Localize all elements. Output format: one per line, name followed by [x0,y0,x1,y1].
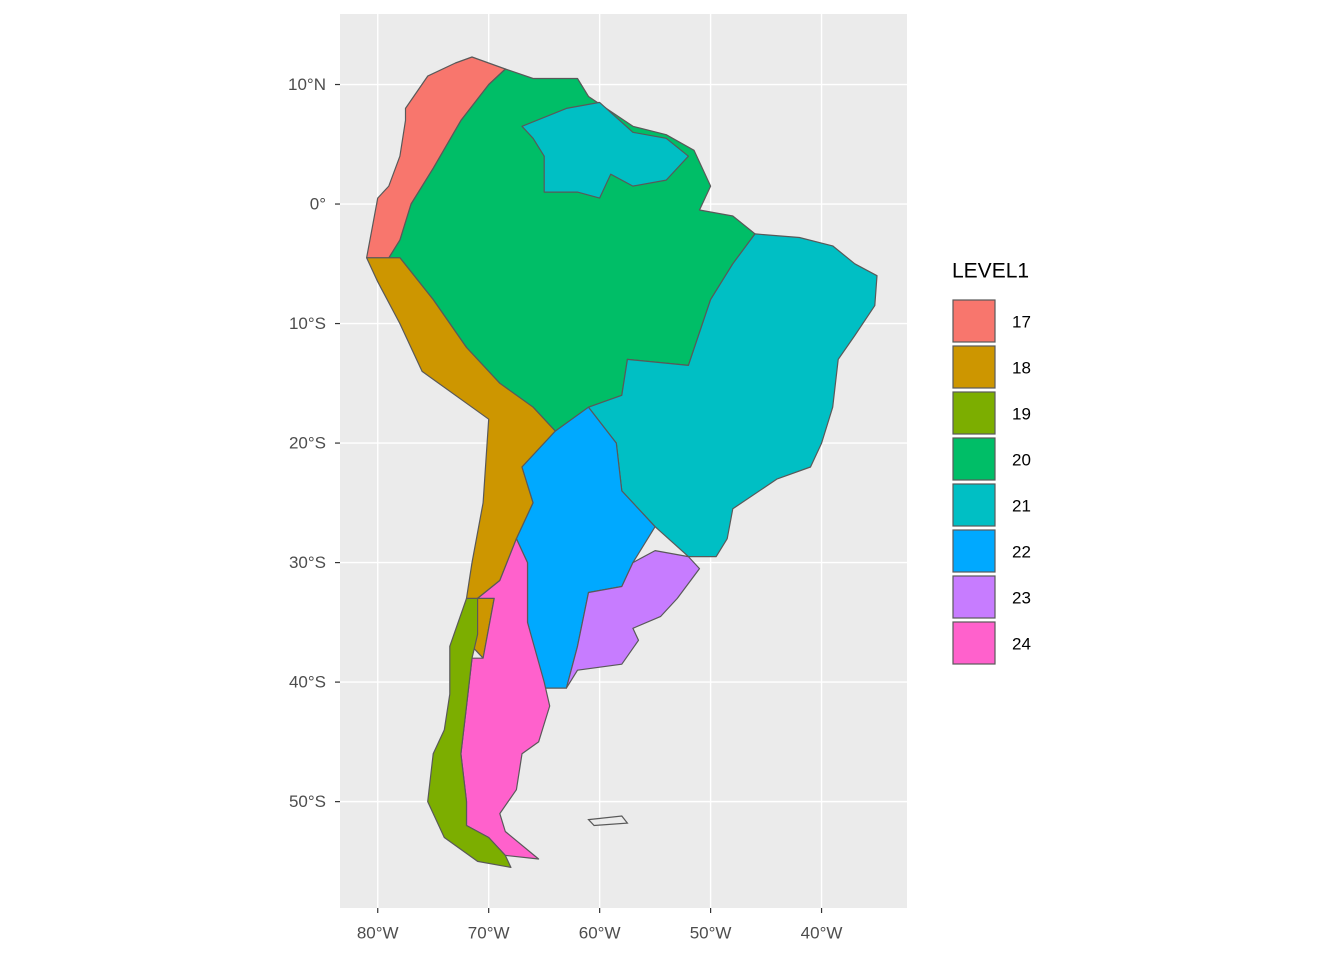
legend-label: 21 [1012,496,1031,515]
region [565,549,701,689]
legend-key [952,621,996,665]
axes: 80°W 70°W 60°W 50°W 40°W 10°N 0° 10°S 20°S 30°S 40… [288,75,842,942]
y-tick-label: 0° [310,195,326,214]
legend-label: 19 [1012,404,1031,423]
legend-label: 20 [1012,450,1031,469]
y-tick-label: 20°S [289,434,326,453]
legend-label: 18 [1012,358,1031,377]
region [366,56,506,259]
legend-key [952,483,996,527]
x-tick-label: 80°W [357,923,399,942]
y-tick-label: 40°S [289,673,326,692]
x-tick-label: 60°W [579,923,621,942]
y-tick-label: 10°S [289,314,326,333]
legend-label: 22 [1012,542,1031,561]
legend-title: LEVEL1 [952,260,1029,283]
legend-key [952,391,996,435]
legend-key [952,437,996,481]
regions [366,56,878,869]
x-tick-label: 70°W [468,923,510,942]
legend-key [952,345,996,389]
y-tick-label: 30°S [289,553,326,572]
region [521,101,690,199]
region [427,597,512,869]
legend: 17 18 19 20 21 22 23 24 [952,299,1031,665]
legend-label: 24 [1012,634,1031,653]
region [587,233,878,558]
legend-label: 23 [1012,588,1031,607]
legend-key [952,529,996,573]
legend-key [952,299,996,343]
legend-key [952,575,996,619]
legend-label: 17 [1012,312,1031,331]
y-tick-label: 50°S [289,792,326,811]
island [587,815,629,827]
x-tick-label: 50°W [690,923,732,942]
y-tick-label: 10°N [288,75,326,94]
x-tick-label: 40°W [801,923,843,942]
